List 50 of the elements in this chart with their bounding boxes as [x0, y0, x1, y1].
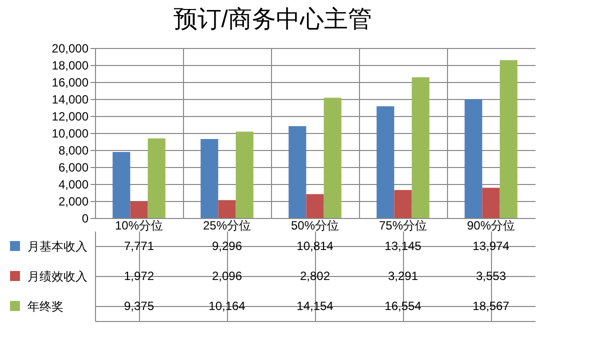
y-tick-label: 6,000	[58, 160, 89, 174]
y-tick-label: 12,000	[52, 110, 89, 124]
bar	[130, 201, 148, 218]
data-label: 3,291	[388, 269, 418, 283]
x-tick-label: 50%分位	[290, 218, 340, 232]
data-label: 18,567	[472, 299, 510, 313]
data-label: 1,972	[124, 269, 154, 283]
y-tick-label: 14,000	[52, 92, 89, 106]
bar	[236, 132, 254, 218]
legend-label: 年终奖	[28, 300, 64, 314]
legend-label: 月基本收入	[28, 240, 88, 254]
bar	[112, 152, 130, 218]
y-tick-label: 18,000	[52, 58, 89, 72]
y-tick-label: 8,000	[58, 144, 89, 158]
bar	[500, 60, 518, 218]
data-label: 10,814	[296, 239, 334, 253]
legend-label: 月绩效收入	[28, 270, 88, 284]
data-label: 2,096	[212, 269, 242, 283]
bar	[218, 200, 236, 218]
data-label: 14,154	[296, 299, 334, 313]
bar	[394, 190, 412, 218]
bar	[288, 126, 306, 218]
y-tick-label: 0	[82, 212, 89, 226]
y-tick-label: 10,000	[52, 126, 89, 140]
y-tick-label: 2,000	[58, 194, 89, 208]
y-tick-label: 16,000	[52, 76, 89, 90]
x-tick-label: 10%分位	[114, 218, 164, 232]
data-label: 3,553	[476, 269, 506, 283]
bar	[306, 194, 324, 218]
chart-title: 预订/商务中心主管	[173, 6, 372, 33]
bar	[376, 106, 394, 218]
data-label: 7,771	[124, 239, 154, 253]
data-label: 16,554	[384, 299, 422, 313]
y-tick-label: 20,000	[52, 42, 89, 56]
x-tick-label: 75%分位	[378, 218, 428, 232]
y-tick-label: 4,000	[58, 178, 89, 192]
data-label: 13,974	[472, 239, 510, 253]
data-label: 10,164	[208, 299, 246, 313]
x-tick-label: 25%分位	[202, 218, 252, 232]
bar	[482, 188, 500, 218]
data-label: 9,375	[124, 299, 154, 313]
data-label: 13,145	[384, 239, 422, 253]
bar	[200, 138, 218, 218]
bar	[148, 138, 166, 218]
x-tick-label: 90%分位	[466, 218, 516, 232]
data-label: 2,802	[300, 269, 330, 283]
bar	[412, 77, 430, 218]
bar	[464, 99, 482, 218]
data-label: 9,296	[212, 239, 242, 253]
bar	[324, 98, 342, 218]
